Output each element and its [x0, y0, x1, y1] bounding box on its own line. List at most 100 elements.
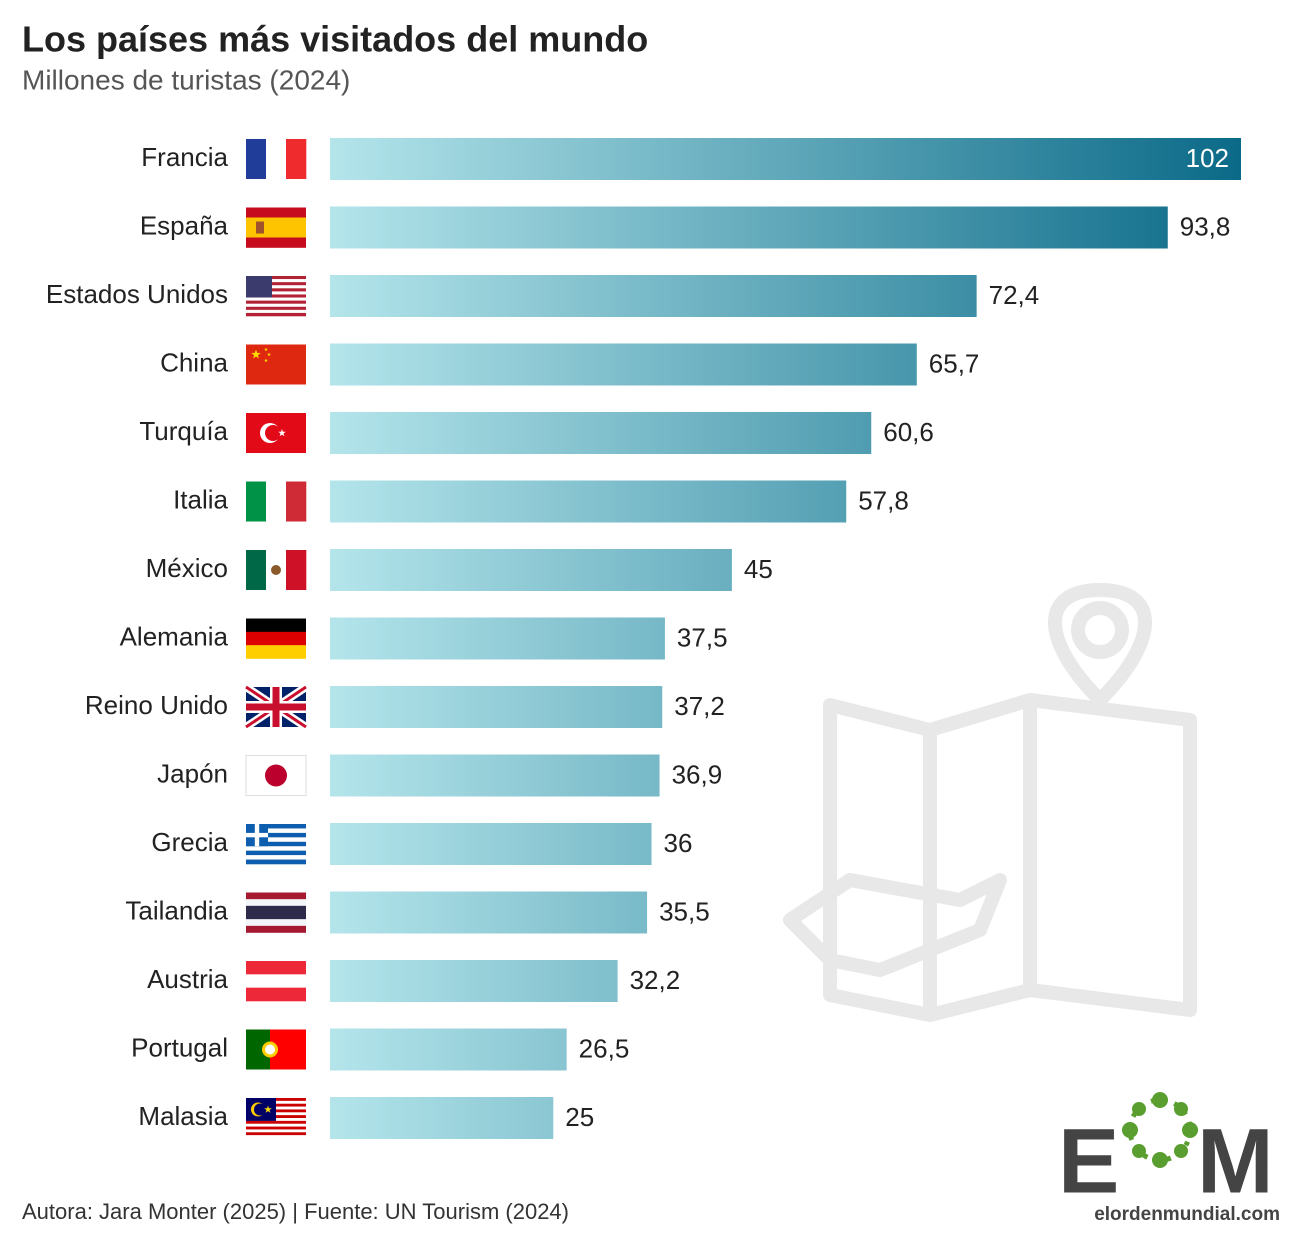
flag-part [265, 425, 281, 441]
value-label: 57,8 [858, 485, 909, 515]
chart-subtitle: Millones de turistas (2024) [22, 64, 350, 95]
bar [330, 275, 977, 317]
flag-part [246, 276, 306, 280]
flag-part [246, 291, 306, 295]
flag-part [264, 1105, 272, 1113]
flag-part [246, 892, 306, 900]
flag [245, 755, 307, 796]
flag-part [246, 703, 306, 711]
flag-part [246, 227, 306, 238]
flag-part [267, 352, 271, 357]
category-label: Reino Unido [85, 690, 228, 720]
value-label: 36 [664, 828, 693, 858]
category-label: México [146, 553, 228, 583]
flag-part [246, 297, 306, 301]
bar [330, 138, 1241, 180]
flag-part [246, 855, 306, 860]
category-label: Tailandia [125, 895, 228, 925]
bar [330, 891, 648, 934]
bar [330, 1028, 567, 1071]
flag-part [246, 288, 306, 292]
value-label: 45 [744, 554, 773, 584]
flag [246, 139, 307, 179]
category-label: China [160, 347, 228, 377]
flag-part [246, 832, 268, 838]
bar [330, 206, 1168, 249]
flag [246, 207, 306, 248]
flag [246, 276, 306, 317]
flag-part [246, 285, 306, 289]
value-label: 32,2 [630, 965, 681, 995]
flag-part [246, 618, 306, 633]
value-label: 26,5 [579, 1033, 630, 1063]
flag-part [246, 1135, 306, 1139]
flag-part [266, 481, 287, 522]
category-label: España [140, 210, 229, 240]
flag-part [246, 300, 306, 304]
value-label: 65,7 [929, 348, 980, 378]
bar [330, 549, 732, 591]
flag-part [264, 347, 268, 352]
flag-part [251, 349, 261, 359]
flag-part [278, 429, 286, 437]
flag-part [286, 139, 307, 179]
bar [330, 823, 652, 865]
bar [330, 960, 618, 1002]
bar [330, 412, 872, 454]
category-label: Malasia [138, 1101, 228, 1131]
logo-letter: M [1197, 1110, 1274, 1212]
flag-part [266, 139, 287, 179]
bar [330, 1097, 554, 1139]
flag-part [246, 237, 306, 248]
category-label: Italia [173, 484, 228, 514]
flag-part [246, 841, 306, 847]
flag-part [246, 481, 267, 522]
flag-part [246, 850, 306, 856]
flag-part [246, 1123, 306, 1127]
logo-site: elordenmundial.com [1094, 1204, 1280, 1225]
flag-part [246, 832, 306, 838]
logo: E M elordenmundial.com [1058, 1092, 1280, 1225]
flag-part [246, 344, 306, 385]
flag-part [286, 550, 307, 590]
value-label: 37,2 [674, 691, 725, 721]
flag-part [254, 1103, 266, 1116]
flag-part [246, 631, 306, 646]
logo-o [1122, 1092, 1198, 1168]
flag-part [246, 282, 306, 286]
source: Autora: Jara Monter (2025) | Fuente: UN … [22, 1199, 569, 1224]
flag-part [246, 974, 306, 988]
flag-part [246, 859, 306, 865]
category-label: Austria [147, 964, 228, 994]
category-label: Alemania [120, 621, 229, 651]
flag-part [246, 312, 306, 317]
flag-part [246, 279, 306, 283]
flag-part [246, 550, 267, 590]
flag-part [256, 221, 264, 234]
flag-part [246, 925, 306, 933]
flag [246, 824, 306, 865]
category-label: Japón [157, 758, 228, 788]
bar [330, 754, 660, 797]
value-label: 60,6 [883, 417, 934, 447]
value-label: 37,5 [677, 622, 728, 652]
flag [246, 1098, 306, 1139]
flag-part [246, 905, 306, 913]
flag-part [246, 919, 306, 927]
category-label: Turquía [139, 416, 228, 446]
bar [330, 480, 847, 523]
flag-part [246, 139, 267, 179]
flag-part [246, 303, 306, 308]
category-label: Francia [141, 142, 228, 172]
flag-part [246, 1126, 306, 1130]
flag-part [246, 217, 306, 228]
bar [330, 617, 665, 660]
flag-part [286, 481, 307, 522]
flag-part [271, 565, 281, 575]
flag-part [246, 824, 306, 829]
flag-part [246, 207, 306, 218]
flag-part [246, 294, 306, 298]
flag-part [246, 912, 306, 920]
flag [246, 1029, 306, 1070]
